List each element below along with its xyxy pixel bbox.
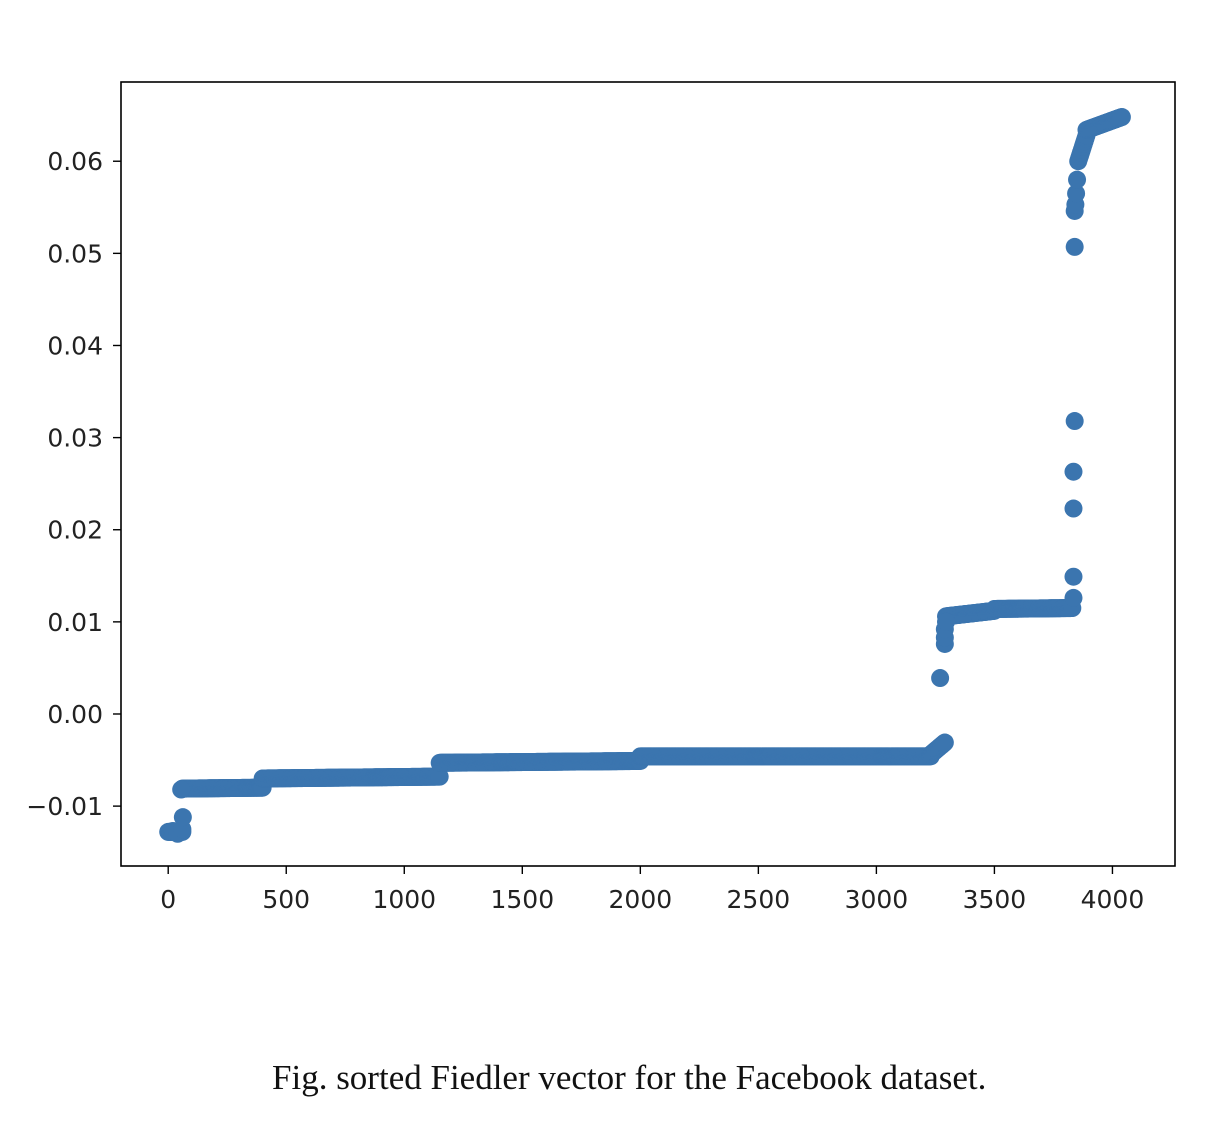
data-point: [935, 733, 954, 752]
data-point: [1068, 170, 1087, 189]
data-points: [159, 108, 1131, 843]
data-point: [931, 669, 950, 688]
y-tick-label: 0.06: [47, 147, 103, 176]
x-tick-label: 1000: [372, 885, 436, 914]
data-point: [1067, 184, 1086, 203]
data-point: [1064, 499, 1083, 518]
data-point: [1112, 108, 1131, 127]
x-axis: 0 500 1000 1500 2000 2500 3000 3500 4000: [160, 866, 1144, 914]
x-tick-label: 0: [160, 885, 176, 914]
data-point: [430, 767, 449, 786]
data-point: [1064, 588, 1083, 607]
x-tick-label: 3500: [963, 885, 1027, 914]
y-tick-label: −0.01: [26, 792, 103, 821]
y-axis: −0.01 0.00 0.01 0.02 0.03 0.04 0.05 0.06: [26, 147, 121, 821]
x-tick-label: 4000: [1081, 885, 1145, 914]
y-tick-label: 0.05: [47, 239, 103, 268]
y-tick-label: 0.00: [47, 700, 103, 729]
figure-caption: Fig. sorted Fiedler vector for the Faceb…: [272, 1058, 987, 1097]
data-point: [173, 808, 192, 827]
plot-frame: [120, 81, 1176, 867]
data-point: [1064, 567, 1083, 586]
y-tick-label: 0.01: [47, 608, 103, 637]
x-tick-label: 1500: [490, 885, 554, 914]
y-tick-label: 0.02: [47, 516, 103, 545]
y-tick-label: 0.03: [47, 424, 103, 453]
data-point: [1064, 462, 1083, 481]
x-tick-label: 2000: [609, 885, 673, 914]
data-point: [1065, 237, 1084, 256]
scatter-chart: 0 500 1000 1500 2000 2500 3000 3500 4000 −0.01 0.…: [26, 81, 1176, 914]
x-tick-label: 2500: [727, 885, 791, 914]
x-tick-label: 500: [262, 885, 310, 914]
y-tick-label: 0.04: [47, 331, 103, 360]
data-point: [172, 780, 191, 799]
x-tick-label: 3000: [845, 885, 909, 914]
data-point: [937, 612, 956, 631]
data-point: [1065, 412, 1084, 431]
